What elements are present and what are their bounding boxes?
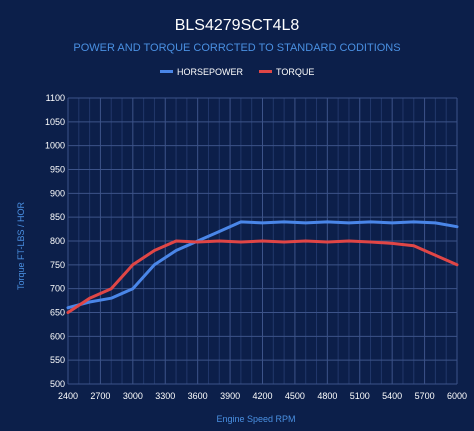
- y-tick-label: 950: [50, 165, 65, 175]
- y-tick-label: 550: [50, 355, 65, 365]
- x-tick-label: 2400: [58, 391, 78, 401]
- chart-subtitle: POWER AND TORQUE CORRCTED TO STANDARD CO…: [73, 42, 400, 54]
- x-tick-label: 5100: [350, 391, 370, 401]
- x-tick-label: 6000: [447, 391, 467, 401]
- x-tick-label: 3600: [188, 391, 208, 401]
- y-tick-label: 1050: [45, 117, 65, 127]
- y-tick-label: 850: [50, 212, 65, 222]
- chart-title: BLS4279SCT4L8: [175, 17, 300, 34]
- y-tick-label: 1000: [45, 141, 65, 151]
- y-tick-label: 600: [50, 331, 65, 341]
- x-axis-ticks: 2400 2700 3000 3300 3600 3900 4200 4500 4800 5100…: [58, 391, 467, 401]
- x-tick-label: 3000: [123, 391, 143, 401]
- x-tick-label: 4800: [317, 391, 337, 401]
- y-tick-label: 800: [50, 236, 65, 246]
- y-tick-label: 1100: [46, 93, 65, 103]
- x-axis-title: Engine Speed RPM: [216, 414, 295, 424]
- x-tick-label: 5400: [382, 391, 402, 401]
- series-line-horsepower: [66, 220, 459, 310]
- x-tick-label: 3900: [220, 391, 240, 401]
- y-tick-label: 500: [50, 379, 65, 389]
- y-tick-label: 700: [50, 284, 65, 294]
- x-tick-label: 5700: [415, 391, 435, 401]
- y-axis-ticks: 500 550 600 650 700 750 800 850 900 950 1000 1050 11…: [45, 93, 65, 389]
- legend-label-horsepower[interactable]: HORSEPOWER: [177, 67, 244, 77]
- series-lines: [66, 220, 459, 314]
- x-tick-label: 2700: [90, 391, 110, 401]
- y-tick-label: 650: [50, 308, 65, 318]
- y-tick-label: 750: [50, 260, 65, 270]
- y-tick-label: 900: [50, 188, 65, 198]
- legend-label-torque[interactable]: TORQUE: [276, 67, 314, 77]
- legend-swatch-torque: [259, 70, 272, 73]
- y-axis-title: Torque FT-LBS / HOR: [16, 201, 26, 290]
- x-tick-label: 4200: [252, 391, 272, 401]
- legend: HORSEPOWER TORQUE: [160, 67, 314, 77]
- legend-swatch-horsepower: [160, 70, 173, 73]
- x-tick-label: 4500: [285, 391, 305, 401]
- x-tick-label: 3300: [155, 391, 175, 401]
- series-line-torque: [66, 239, 459, 314]
